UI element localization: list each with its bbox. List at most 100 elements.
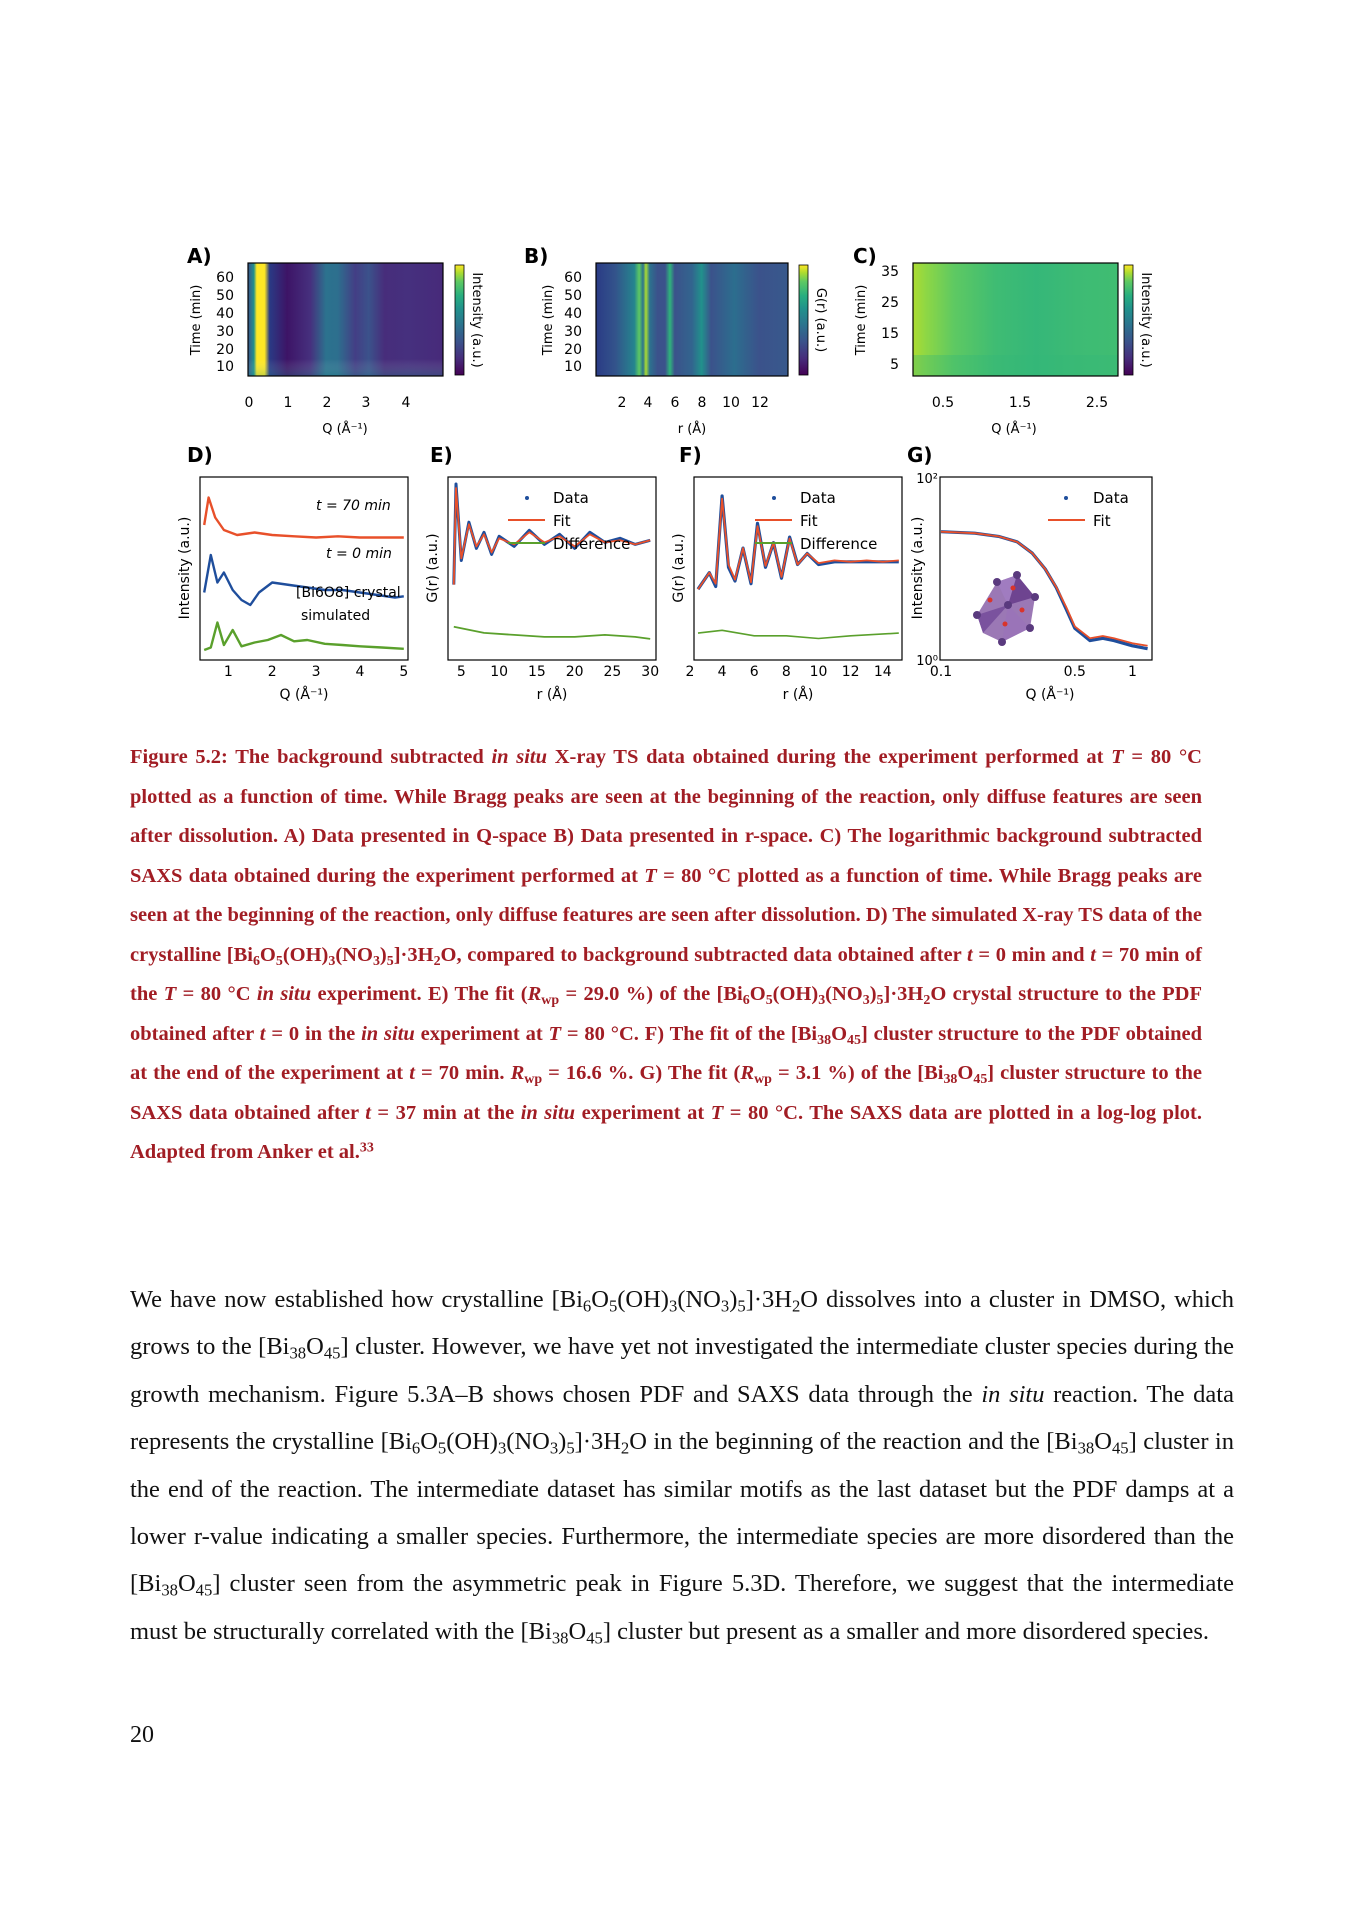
panel-b-ytick: 60 [564, 270, 582, 286]
panel-f-xticks: 2 4 6 8 10 12 14 [686, 664, 892, 680]
panel-a-xticks: 0 1 2 3 4 [245, 395, 411, 411]
panel-d-series [203, 496, 404, 652]
legend-data-label: Data [1093, 489, 1129, 507]
panel-f-label: F) [679, 443, 702, 467]
figure-5-2: A) 60 50 40 30 20 10 Time (min) 0 1 2 3 … [0, 0, 1357, 720]
x-tick-label: 0.5 [1064, 664, 1086, 680]
panel-f-frame [693, 476, 903, 661]
panel-a-ytick: 30 [216, 324, 234, 340]
panel-c-ytick: 25 [881, 295, 899, 311]
panel-b-yticks: 60 50 40 30 20 10 [564, 270, 582, 375]
panel-f-xlabel: r (Å) [783, 686, 814, 703]
panel-c-ylabel: Time (min) [854, 285, 869, 357]
panel-e-ylabel: G(r) (a.u.) [425, 533, 441, 602]
legend-difference-label: Difference [800, 535, 877, 553]
panel-a: A) 60 50 40 30 20 10 Time (min) 0 1 2 3 … [187, 244, 484, 437]
legend-fit-label: Fit [800, 512, 818, 530]
panel-c-colorbar [1123, 264, 1134, 376]
panel-a-ytick: 60 [216, 270, 234, 286]
panel-e-legend: Data Fit Difference [508, 489, 630, 553]
panel-c-xlabel: Q (Å⁻¹) [991, 421, 1036, 437]
panel-c-ytick: 35 [881, 264, 899, 280]
legend-data-label: Data [553, 489, 589, 507]
panel-a-xtick: 2 [323, 395, 332, 411]
panel-e: E) G(r) (a.u.) Data Fit Difference 5 10 15… [425, 443, 659, 703]
panel-b-label: B) [524, 244, 548, 268]
panel-b-xtick: 12 [751, 395, 769, 411]
panel-a-xtick: 3 [362, 395, 371, 411]
legend-data-marker [1064, 496, 1068, 500]
panel-g-label: G) [907, 443, 933, 467]
panel-g-ytick: 10² [916, 472, 938, 487]
series-data [940, 530, 1148, 651]
panel-b-ylabel: Time (min) [541, 285, 556, 357]
panel-a-xtick: 1 [284, 395, 293, 411]
panel-b-ytick: 20 [564, 342, 582, 358]
panel-a-ytick: 50 [216, 288, 234, 304]
panel-g: G) Intensity (a.u.) 10² 10⁰ Data Fit 0.1… [907, 443, 1153, 703]
panel-c-cbar-label: Intensity (a.u.) [1138, 272, 1153, 367]
panel-c-ytick: 5 [890, 357, 899, 373]
legend-fit-label: Fit [1093, 512, 1111, 530]
legend-data-marker [772, 496, 776, 500]
panel-f-legend: Data Fit Difference [755, 489, 877, 553]
figure-canvas: A) 60 50 40 30 20 10 Time (min) 0 1 2 3 … [177, 244, 1153, 703]
panel-a-ytick: 20 [216, 342, 234, 358]
panel-d-ylabel: Intensity (a.u.) [177, 517, 193, 620]
legend-data-label: Data [800, 489, 836, 507]
x-tick-label: 6 [750, 664, 759, 680]
panel-c-xtick: 0.5 [932, 395, 954, 411]
panel-b-ytick: 10 [564, 359, 582, 375]
x-tick-label: 15 [528, 664, 546, 680]
panel-b-xtick: 6 [671, 395, 680, 411]
series-difference [697, 629, 899, 640]
series-t70 [203, 496, 404, 539]
panel-d: D) Intensity (a.u.) t = 70 min t = 0 min… [177, 443, 409, 703]
panel-e-xticks: 5 10 15 20 25 30 [457, 664, 659, 680]
series-fit [940, 530, 1148, 647]
panel-f-ylabel: G(r) (a.u.) [671, 533, 687, 602]
x-tick-label: 4 [355, 664, 364, 680]
series-t0 [203, 553, 404, 607]
x-tick-label: 12 [842, 664, 860, 680]
panel-c-label: C) [853, 244, 877, 268]
panel-g-frame [939, 476, 1153, 661]
x-tick-label: 4 [718, 664, 727, 680]
panel-d-annot-70: t = 70 min [316, 498, 391, 514]
panel-a-yticks: 60 50 40 30 20 10 [216, 270, 234, 375]
panel-c-heatmap [913, 263, 1118, 376]
panel-g-legend: Data Fit [1048, 489, 1129, 530]
x-tick-label: 2 [268, 664, 277, 680]
panel-e-series [452, 482, 651, 640]
panel-g-xticks: 0.1 0.5 1 [930, 664, 1137, 680]
series-fit [452, 487, 651, 585]
panel-c-frame [912, 262, 1119, 377]
legend-data-marker [525, 496, 529, 500]
panel-d-annot-0: t = 0 min [326, 546, 392, 562]
page-number: 20 [130, 1722, 154, 1748]
panel-b-colorbar [798, 264, 809, 376]
panel-c-xticks: 0.5 1.5 2.5 [932, 395, 1108, 411]
x-tick-label: 25 [604, 664, 622, 680]
x-tick-label: 20 [566, 664, 584, 680]
cluster-structure-inset [973, 571, 1039, 646]
panel-a-cbar-label: Intensity (a.u.) [469, 272, 484, 367]
panel-d-label: D) [187, 443, 213, 467]
body-paragraph: We have now established how crystalline … [130, 1286, 1234, 1648]
panel-g-xlabel: Q (Å⁻¹) [1026, 686, 1075, 703]
panel-b-cbar-label: G(r) (a.u.) [813, 288, 828, 352]
panel-b-xtick: 8 [698, 395, 707, 411]
x-tick-label: 30 [641, 664, 659, 680]
x-tick-label: 1 [1128, 664, 1137, 680]
panel-b-ytick: 40 [564, 306, 582, 322]
panel-c-ytick: 15 [881, 326, 899, 342]
panel-b-xticks: 2 4 6 8 10 12 [618, 395, 769, 411]
panel-a-xlabel: Q (Å⁻¹) [322, 421, 367, 437]
panel-b-xtick: 2 [618, 395, 627, 411]
x-tick-label: 1 [224, 664, 233, 680]
legend-fit-label: Fit [553, 512, 571, 530]
figure-caption: Figure 5.2: The background subtracted in… [130, 746, 1203, 1163]
panel-a-heatmap-shade [248, 263, 443, 376]
panel-b-xtick: 10 [722, 395, 740, 411]
panel-c: C) 35 25 15 5 Time (min) 0.5 1.5 2.5 Q (… [853, 244, 1153, 437]
